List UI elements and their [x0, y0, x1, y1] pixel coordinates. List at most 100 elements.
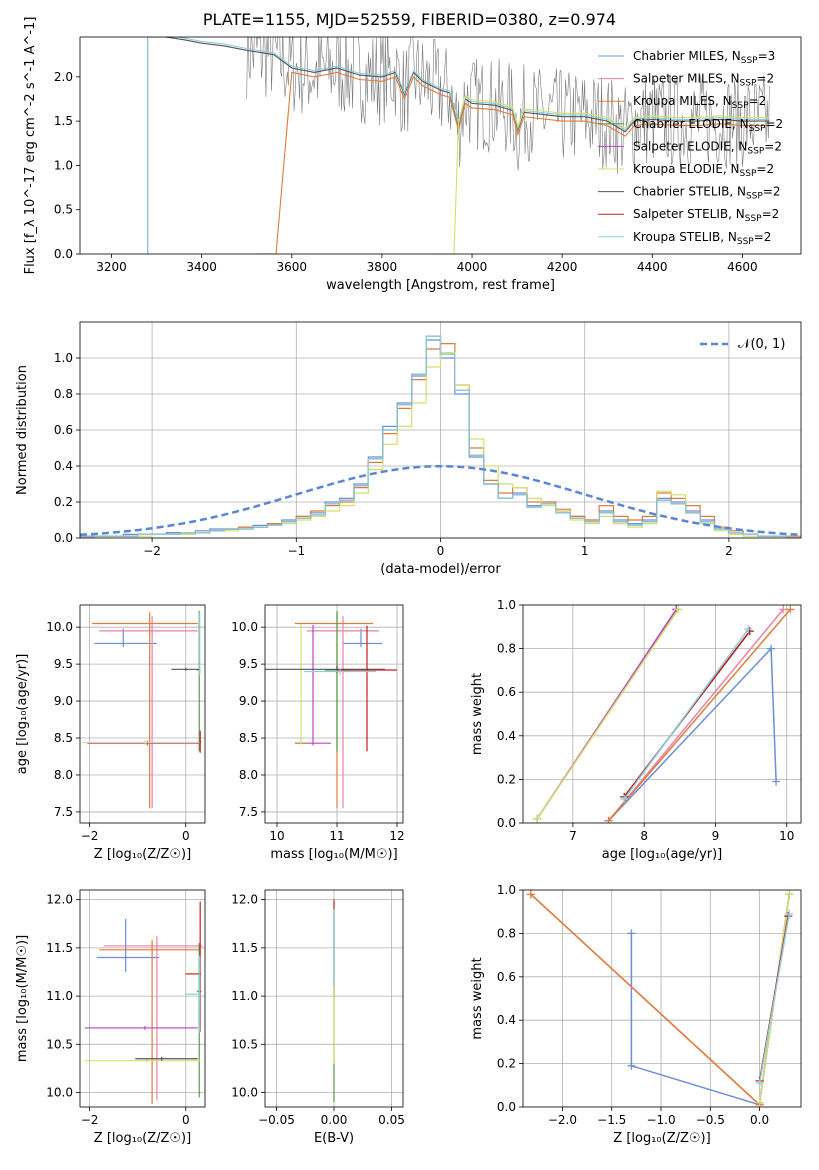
- legend-label: Chabrier STELIB, NSSP=2: [633, 185, 781, 202]
- legend-subscript: SSP: [741, 56, 758, 66]
- legend-subscript: SSP: [740, 79, 757, 89]
- weight-marker: [779, 605, 788, 614]
- x-tick-label: 0: [182, 1113, 190, 1127]
- y-tick-label: 0.8: [497, 642, 516, 656]
- axes-frame: [79, 321, 802, 539]
- legend-eq: =2: [749, 94, 767, 108]
- weight-line: [607, 608, 784, 822]
- y-tick-label: 0.0: [497, 816, 516, 830]
- y-tick-label: 9.0: [54, 694, 73, 708]
- y-tick-label: 8.5: [239, 731, 258, 745]
- figure-title: PLATE=1155, MJD=52559, FIBERID=0380, z=0…: [202, 10, 617, 29]
- x-tick-label: 7: [569, 829, 577, 843]
- axes-frame: [522, 604, 802, 824]
- plot-area-age-vs-Z: [80, 605, 205, 823]
- weight-marker: [674, 605, 683, 614]
- y-tick-label: 8.0: [54, 768, 73, 782]
- x-axis-label: E(B-V): [314, 1131, 354, 1146]
- axes-frame: [79, 36, 802, 255]
- y-tick-label: 2.0: [54, 70, 73, 84]
- y-tick-label: 11.5: [231, 941, 258, 955]
- y-tick-label: 0.6: [54, 423, 73, 437]
- y-tick-label: 12.0: [231, 893, 258, 907]
- y-tick-label: 10.5: [231, 1037, 258, 1051]
- x-axis-label: Z [log₁₀(Z/Z☉)]: [94, 1131, 191, 1146]
- legend-label: Kroupa ELODIE, NSSP=2: [633, 162, 774, 179]
- weight-marker: [772, 777, 781, 786]
- y-axis-label: Flux [f_λ 10^-17 erg cm^-2 s^-1 A^-1]: [23, 17, 38, 275]
- y-tick-label: 0.4: [54, 459, 73, 473]
- legend-eq: =2: [756, 72, 774, 86]
- legend-label: Salpeter STELIB, NSSP=2: [633, 207, 779, 224]
- weight-marker: [785, 890, 794, 899]
- normal-curve: [80, 464, 801, 537]
- x-axis-label: age [log₁₀(age/yr)]: [602, 847, 723, 862]
- y-tick-label: 1.0: [497, 598, 516, 612]
- weight-marker: [755, 1098, 764, 1107]
- axes-mass-vs-Z: −2 0 10.0 10.5 11.0 11.5 12.0 Z [log₁₀(Z/Z☉)] ma…: [15, 889, 206, 1146]
- y-tick-label: 10.0: [231, 1086, 258, 1100]
- weight-marker: [755, 1079, 764, 1088]
- x-tick-label: −0.5: [696, 1113, 725, 1127]
- legend-eq: =3: [758, 49, 776, 63]
- axes-frame: [522, 889, 802, 1108]
- x-tick-label: −2: [81, 829, 99, 843]
- axes-frame: [79, 604, 206, 824]
- x-tick-label: 0: [182, 829, 190, 843]
- model-spectrum-line: [255, 71, 770, 254]
- y-tick-label: 0.8: [497, 926, 516, 940]
- weight-marker: [526, 890, 535, 899]
- axes-weight-vs-Z: −2.0 −1.5 −1.0 −0.5 0.0 0.0 0.2 0.4 0.6 0.8 1.0 Z […: [470, 883, 802, 1146]
- legend-eq: =2: [762, 207, 780, 221]
- y-tick-label: 10.5: [46, 1037, 73, 1051]
- weight-marker: [533, 814, 542, 823]
- x-tick-label: 8: [640, 829, 648, 843]
- legend-subscript: SSP: [745, 214, 762, 224]
- axes-weight-vs-age: 7 8 9 10 0.0 0.2 0.4 0.6 0.8 1.0 age [log₁₀(age/yr…: [470, 598, 802, 862]
- y-tick-label: 0.6: [497, 970, 516, 984]
- axes-spectrum: 3200 3400 3600 3800 4000 4200 4400 4600 0.0 0.5 1.…: [23, 17, 802, 293]
- y-tick-label: 0.2: [497, 772, 516, 786]
- x-tick-label: 3400: [186, 260, 217, 274]
- x-tick-label: 10: [269, 829, 284, 843]
- x-tick-label: 9: [712, 829, 720, 843]
- x-tick-label: 4200: [547, 260, 578, 274]
- axes-age-vs-Z: −2 0 7.5 8.0 8.5 9.0 9.5 10.0 Z [log₁₀(Z/Z☉)] age…: [15, 604, 206, 862]
- y-tick-label: 0.0: [54, 247, 73, 261]
- legend-eq: =2: [754, 230, 772, 244]
- legend: Chabrier MILES, NSSP=3 Salpeter MILES, NS…: [598, 49, 783, 247]
- y-tick-label: 9.5: [239, 657, 258, 671]
- y-tick-label: 0.8: [54, 387, 73, 401]
- y-tick-label: 8.0: [239, 768, 258, 782]
- x-tick-label: −1.5: [597, 1113, 626, 1127]
- plot-area-residuals: [80, 322, 801, 538]
- y-tick-label: 0.2: [497, 1057, 516, 1071]
- axes-age-vs-mass: 10 11 12 7.5 8.0 8.5 9.0 9.5 10.0 mass [log₁₀(M/M…: [231, 604, 405, 862]
- y-tick-label: 10.0: [46, 1086, 73, 1100]
- y-axis-label: age [log₁₀(age/yr)]: [15, 654, 30, 775]
- x-tick-label: 0.05: [378, 1113, 405, 1127]
- y-tick-label: 12.0: [46, 893, 73, 907]
- legend-subscript: SSP: [746, 192, 763, 202]
- x-tick-label: 0: [437, 544, 445, 558]
- x-tick-label: 3200: [96, 260, 127, 274]
- y-tick-label: 7.5: [54, 805, 73, 819]
- legend-label: Kroupa STELIB, NSSP=2: [633, 230, 771, 247]
- y-tick-label: 0.6: [497, 685, 516, 699]
- x-axis-label: (data-model)/error: [380, 562, 501, 577]
- x-tick-label: 4600: [727, 260, 758, 274]
- legend-eq: =2: [764, 139, 782, 153]
- x-tick-label: 2: [725, 544, 733, 558]
- y-tick-label: 10.0: [231, 620, 258, 634]
- axes-frame: [79, 889, 206, 1108]
- weight-line: [630, 933, 760, 1106]
- axes-residuals: −2 −1 0 1 2 0.0 0.2 0.4 0.6 0.8 1.0 (data-model)/er…: [15, 321, 802, 577]
- x-axis-label: mass [log₁₀(M/M☉)]: [270, 847, 397, 862]
- x-axis-label: wavelength [Angstrom, rest frame]: [326, 278, 555, 293]
- x-tick-label: 11: [329, 829, 344, 843]
- axes-frame: [264, 604, 404, 824]
- y-tick-label: 11.0: [231, 989, 258, 1003]
- y-tick-label: 1.0: [54, 351, 73, 365]
- x-tick-label: −0.05: [258, 1113, 295, 1127]
- x-axis-label: Z [log₁₀(Z/Z☉)]: [613, 1131, 710, 1146]
